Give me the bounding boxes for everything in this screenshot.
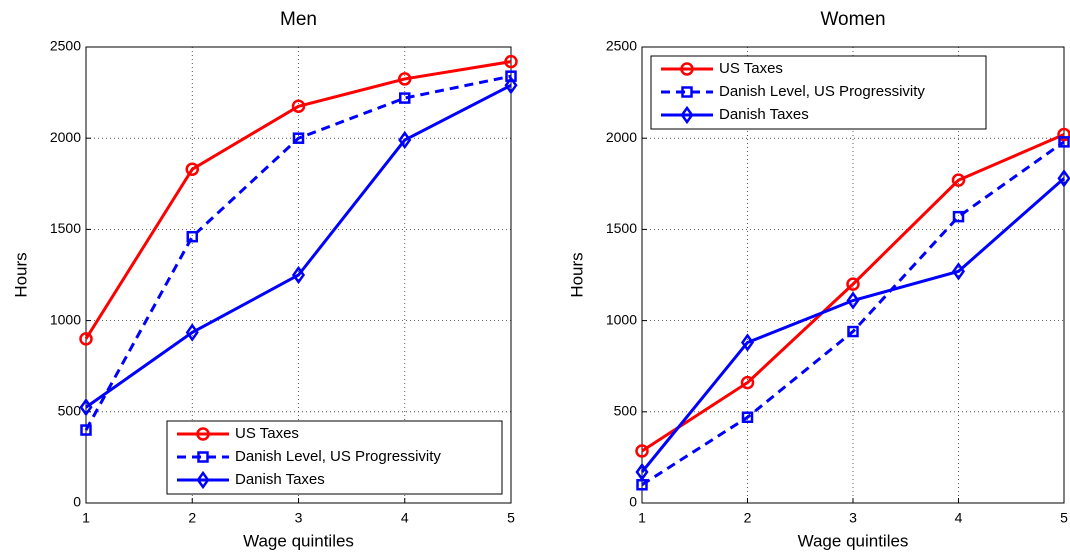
- marker: [1058, 136, 1070, 148]
- marker: [292, 132, 305, 144]
- marker: [504, 76, 518, 95]
- marker: [1057, 169, 1070, 188]
- marker: [196, 470, 210, 490]
- marker: [291, 99, 306, 114]
- marker: [740, 333, 755, 352]
- x-tick-label: 4: [955, 510, 963, 526]
- x-tick-label: 3: [849, 510, 857, 526]
- chart-title: Women: [820, 9, 885, 30]
- x-tick-label: 1: [638, 510, 646, 526]
- x-tick-label: 4: [401, 510, 409, 526]
- marker: [740, 375, 755, 390]
- series-line: [640, 177, 1065, 473]
- marker: [951, 173, 966, 187]
- marker: [186, 230, 198, 243]
- axes-box: [85, 46, 512, 504]
- x-tick-label: 2: [188, 510, 196, 526]
- marker: [79, 398, 93, 417]
- series-line: [85, 83, 512, 409]
- marker: [185, 162, 199, 176]
- x-tick-label: 2: [744, 510, 752, 526]
- legend-label: Danish Taxes: [235, 471, 325, 488]
- marker: [80, 424, 92, 436]
- marker: [951, 262, 966, 281]
- y-tick-label: 1000: [50, 311, 81, 327]
- y-axis-label: Hours: [11, 252, 30, 297]
- marker: [505, 70, 517, 82]
- y-axis-label: Hours: [567, 252, 586, 297]
- chart-title: Men: [280, 9, 317, 30]
- y-tick-label: 500: [614, 403, 638, 419]
- marker: [399, 92, 411, 104]
- marker: [635, 462, 649, 482]
- marker: [196, 427, 210, 441]
- y-tick-label: 0: [629, 494, 637, 510]
- marker: [504, 54, 518, 69]
- x-tick-label: 5: [1060, 510, 1068, 526]
- series-line: [84, 60, 512, 340]
- marker: [398, 72, 412, 86]
- marker: [846, 277, 860, 291]
- legend-label: Danish Level, US Progressivity: [235, 448, 441, 465]
- marker: [197, 451, 209, 463]
- marker: [741, 411, 754, 424]
- marker: [680, 62, 694, 76]
- marker: [635, 444, 649, 458]
- marker: [952, 210, 965, 223]
- legend-label: US Taxes: [235, 425, 299, 442]
- marker: [291, 265, 306, 285]
- legend-label: Danish Level, US Progressivity: [719, 83, 925, 100]
- marker: [680, 105, 694, 125]
- legend-label: US Taxes: [719, 60, 783, 77]
- y-tick-label: 2500: [50, 38, 81, 54]
- marker: [681, 86, 693, 98]
- marker: [398, 130, 412, 150]
- x-tick-label: 3: [295, 510, 303, 526]
- x-axis-label: Wage quintiles: [798, 531, 909, 550]
- axes-box: [641, 46, 1065, 504]
- x-tick-label: 5: [507, 510, 515, 526]
- marker: [847, 325, 859, 338]
- marker: [846, 291, 860, 310]
- y-tick-label: 2500: [606, 38, 637, 54]
- y-tick-label: 1000: [606, 311, 637, 327]
- marker: [185, 323, 199, 342]
- series-line: [641, 133, 1065, 453]
- y-tick-label: 1500: [50, 220, 81, 236]
- y-tick-label: 1500: [606, 220, 637, 236]
- y-tick-label: 2000: [50, 129, 81, 145]
- x-axis-label: Wage quintiles: [243, 531, 354, 550]
- y-tick-label: 2000: [606, 129, 637, 145]
- series-line: [84, 74, 512, 431]
- y-tick-label: 500: [58, 403, 82, 419]
- marker: [79, 332, 93, 346]
- x-tick-label: 1: [82, 510, 90, 526]
- legend-label: Danish Taxes: [719, 106, 809, 123]
- series-line: [641, 140, 1065, 487]
- y-tick-label: 0: [73, 494, 81, 510]
